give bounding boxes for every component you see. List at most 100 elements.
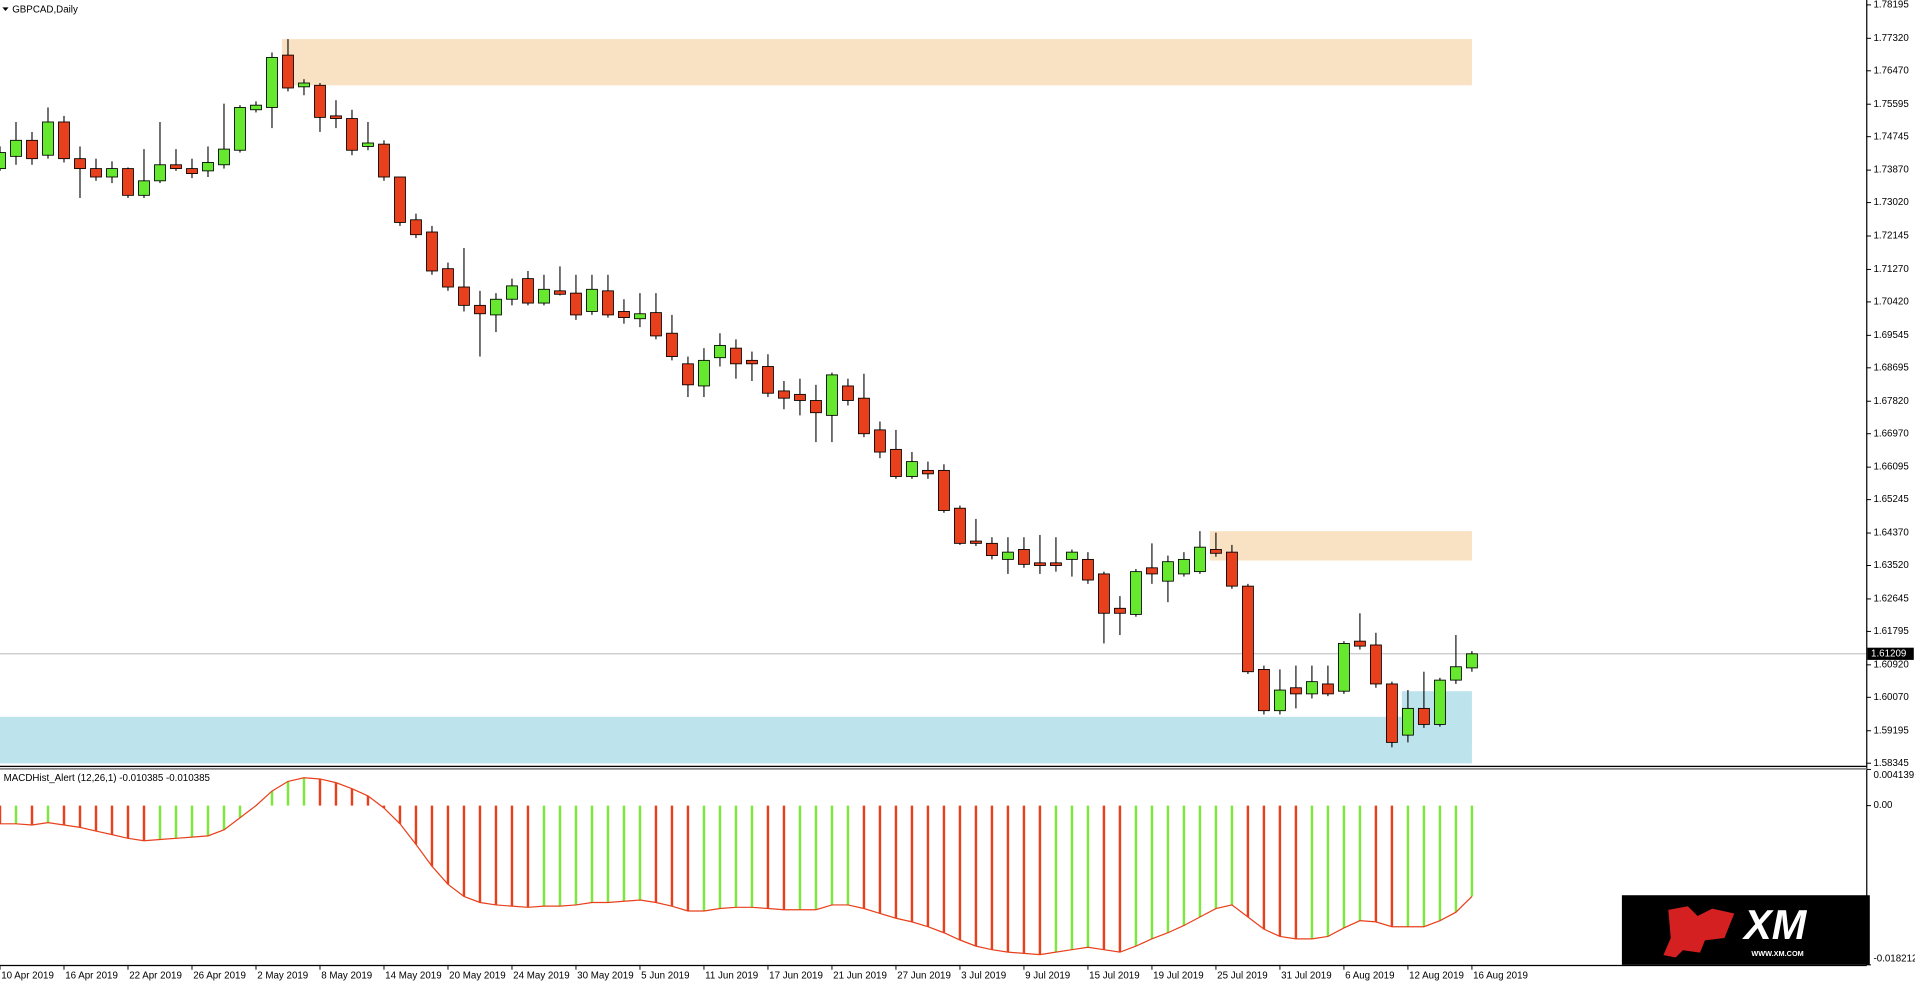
candle-body [218, 148, 230, 166]
candle-body [698, 359, 710, 387]
candle-body [746, 359, 758, 365]
zone [1209, 531, 1472, 561]
x-tick-label: 17 Jun 2019 [769, 970, 823, 981]
x-tick-label: 25 Jul 2019 [1217, 970, 1267, 981]
indicator-title: MACDHist_Alert (12,26,1) -0.010385 -0.01… [4, 773, 211, 784]
candle-body [842, 385, 854, 401]
candle-body [586, 288, 598, 312]
y-tick-label: 1.60920 [1873, 659, 1909, 670]
candle-body [778, 390, 790, 399]
candle-body [186, 168, 198, 174]
candle-body [1242, 585, 1254, 673]
x-tick-label: 2 May 2019 [257, 970, 308, 981]
candle-body [906, 461, 918, 477]
candle-body [154, 164, 166, 182]
candle-body [1274, 689, 1286, 712]
y-tick-label: 1.68695 [1873, 362, 1909, 373]
candle-body [1433, 679, 1446, 725]
candle-body [522, 278, 534, 304]
x-tick-label: 3 Jul 2019 [961, 970, 1006, 981]
chart-title: GBPCAD,Daily [12, 4, 78, 15]
candle-body [1369, 644, 1382, 685]
price-label-box [1867, 647, 1914, 660]
candle-body [762, 366, 774, 394]
y-tick-label: 1.67820 [1873, 396, 1909, 407]
candle-body [458, 286, 470, 306]
candle-body [794, 393, 806, 401]
candle-body [554, 290, 566, 295]
candle-body [1417, 707, 1430, 725]
x-tick-label: 16 Aug 2019 [1473, 970, 1528, 981]
y-tick-label: 1.58345 [1873, 758, 1909, 769]
candle-body [1337, 643, 1350, 692]
candle-body [1018, 549, 1030, 565]
candle-body [826, 374, 838, 416]
candle-body [650, 312, 662, 337]
zone [281, 39, 1472, 86]
indicator-value: -0.010385 [166, 773, 211, 784]
candle-body [378, 143, 390, 178]
x-tick-label: 5 Jun 2019 [641, 970, 689, 981]
x-tick-label: 31 Jul 2019 [1281, 970, 1331, 981]
candle-body [138, 180, 150, 196]
x-tick-label: 22 Apr 2019 [129, 970, 182, 981]
candle-body [122, 168, 134, 196]
indicator-name: MACDHist_Alert (12,26,1) [4, 773, 117, 784]
candle-body [250, 104, 262, 111]
candle-body [42, 121, 54, 156]
candle-body [1002, 551, 1014, 560]
candle-body [682, 363, 694, 386]
logo-text: XM [1742, 901, 1808, 948]
logo-bull [1663, 906, 1735, 958]
price-label: 1.61209 [1871, 648, 1906, 659]
candle-body [810, 400, 822, 414]
candle-body [346, 118, 358, 151]
candle-body [1194, 546, 1206, 573]
y-tick-label: 1.63520 [1873, 560, 1909, 571]
y-tick-label: 1.77320 [1873, 33, 1909, 44]
indicator-value: -0.010385 [119, 773, 164, 784]
candle-body [618, 311, 630, 319]
candle-body [1034, 562, 1046, 566]
y-tick-label: 1.62645 [1873, 594, 1909, 605]
candle-body [602, 290, 614, 316]
y-tick-label: 1.73870 [1873, 165, 1909, 176]
candle-body [1130, 571, 1142, 615]
candle-body [986, 542, 998, 557]
candle-body [1082, 558, 1094, 581]
candle-body [1162, 561, 1174, 582]
logo-url: WWW.XM.COM [1751, 949, 1803, 958]
candle-body [1401, 707, 1414, 736]
y-tick-label: 0.00 [1873, 800, 1893, 811]
logo-box [1621, 895, 1870, 965]
y-tick-label: 0.004139 [1873, 770, 1914, 781]
y-tick-label: 1.69545 [1873, 330, 1909, 341]
candle-body [1066, 551, 1078, 560]
x-tick-label: 27 Jun 2019 [897, 970, 951, 981]
candle-body [666, 332, 678, 357]
y-tick-label: 1.76470 [1873, 65, 1909, 76]
candle-body [954, 507, 966, 544]
y-tick-label: 1.74745 [1873, 131, 1909, 142]
candle-body [1385, 683, 1398, 743]
x-tick-label: 19 Jul 2019 [1153, 970, 1203, 981]
candle-body [1321, 683, 1334, 695]
x-tick-label: 11 Jun 2019 [705, 970, 758, 981]
candle-body [858, 397, 870, 435]
menu-triangle [2, 7, 9, 11]
y-tick-label: 1.66095 [1873, 462, 1909, 473]
y-tick-label: 1.78195 [1873, 0, 1909, 10]
y-tick-label: 1.70420 [1873, 296, 1909, 307]
candle-body [58, 121, 70, 160]
candle-body [266, 56, 278, 108]
y-tick-label: 1.66970 [1873, 428, 1909, 439]
logo: XM WWW.XM.COM [1621, 895, 1870, 965]
zone [0, 716, 1472, 764]
candle-body [634, 313, 646, 320]
indicator-panel [0, 777, 1474, 956]
y-tick-label: 1.73020 [1873, 197, 1909, 208]
x-tick-label: 20 May 2019 [449, 970, 505, 981]
x-tick-label: 14 May 2019 [385, 970, 441, 981]
